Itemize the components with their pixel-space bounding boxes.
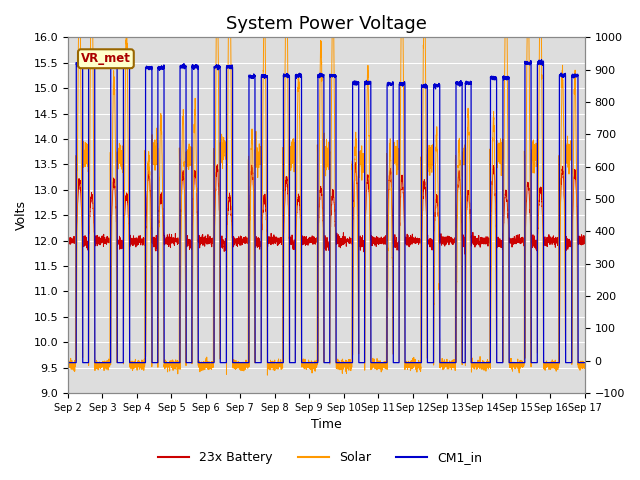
CM1_in	[581, 360, 589, 365]
Y-axis label: Volts: Volts	[15, 200, 28, 230]
CM1_in	[157, 65, 164, 71]
Solar	[307, 361, 315, 367]
Solar	[264, 372, 271, 378]
23x Battery	[64, 236, 72, 242]
CM1_in	[472, 360, 479, 365]
CM1_in	[580, 360, 588, 365]
23x Battery	[472, 236, 479, 242]
Line: CM1_in: CM1_in	[68, 60, 585, 362]
23x Battery	[413, 235, 421, 241]
23x Battery	[581, 236, 589, 241]
23x Battery	[352, 160, 360, 166]
Solar	[413, 360, 421, 365]
Text: VR_met: VR_met	[81, 52, 131, 65]
Solar	[580, 365, 588, 371]
Solar	[157, 123, 164, 129]
Line: Solar: Solar	[68, 0, 585, 375]
Solar	[472, 361, 479, 367]
CM1_in	[413, 360, 421, 365]
Line: 23x Battery: 23x Battery	[68, 163, 585, 254]
Solar	[64, 365, 72, 371]
Solar	[581, 361, 589, 367]
CM1_in	[442, 360, 450, 365]
CM1_in	[64, 360, 72, 365]
CM1_in	[538, 57, 545, 62]
23x Battery	[442, 236, 450, 242]
23x Battery	[307, 239, 315, 244]
23x Battery	[157, 192, 164, 197]
Legend: 23x Battery, Solar, CM1_in: 23x Battery, Solar, CM1_in	[153, 446, 487, 469]
23x Battery	[580, 239, 588, 244]
X-axis label: Time: Time	[311, 419, 342, 432]
CM1_in	[307, 360, 315, 365]
23x Battery	[461, 252, 469, 257]
Title: System Power Voltage: System Power Voltage	[226, 15, 427, 33]
Solar	[442, 363, 450, 369]
